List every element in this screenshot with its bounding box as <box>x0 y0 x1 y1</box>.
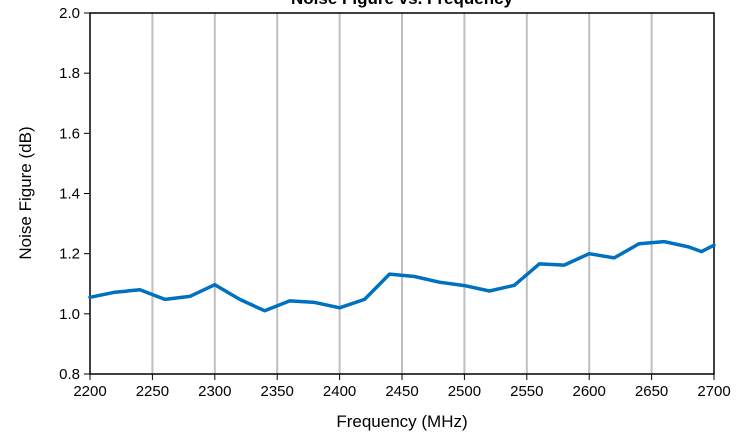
x-tick-label: 2550 <box>510 383 543 400</box>
x-tick-label: 2700 <box>697 383 730 400</box>
y-tick-label: 2.0 <box>59 5 80 22</box>
y-tick-label: 1.6 <box>59 125 80 142</box>
y-tick-label: 1.2 <box>59 246 80 263</box>
x-tick-label: 2600 <box>573 383 606 400</box>
x-tick-label: 2300 <box>198 383 231 400</box>
axis-ticks <box>84 12 715 380</box>
x-tick-label: 2650 <box>635 383 668 400</box>
x-tick-label: 2450 <box>385 383 418 400</box>
y-tick-labels: 0.8 1.0 1.2 1.4 1.6 1.8 2.0 <box>59 5 80 383</box>
x-tick-label: 2200 <box>73 383 106 400</box>
grid-lines <box>151 13 653 374</box>
x-tick-label: 2500 <box>448 383 481 400</box>
chart-title: Noise Figure vs. Frequency <box>291 0 514 8</box>
series-group <box>88 239 716 313</box>
y-tick-label: 1.8 <box>59 65 80 82</box>
y-tick-label: 0.8 <box>59 366 80 383</box>
y-tick-label: 1.0 <box>59 306 80 323</box>
x-tick-label: 2400 <box>323 383 356 400</box>
y-axis-title: Noise Figure (dB) <box>16 126 35 259</box>
y-tick-label: 1.4 <box>59 186 80 203</box>
x-tick-labels: 2200 2250 2300 2350 2400 2450 2500 2550 2600 2650… <box>73 383 730 400</box>
x-tick-label: 2250 <box>136 383 169 400</box>
x-tick-label: 2350 <box>261 383 294 400</box>
x-axis-title: Frequency (MHz) <box>336 412 467 431</box>
